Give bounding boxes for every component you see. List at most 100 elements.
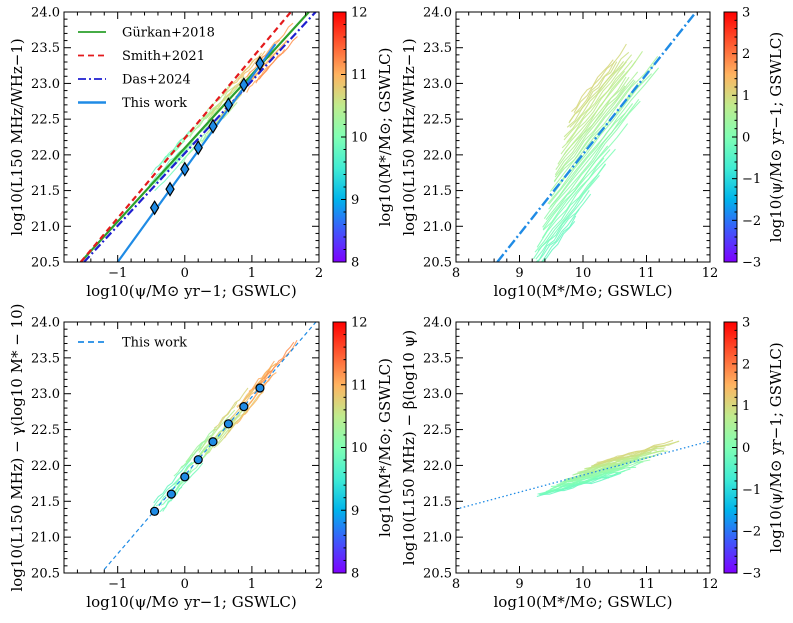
colorbar-tick-label: 8 (351, 256, 359, 271)
x-tick-label: 9 (515, 266, 523, 281)
colorbar-tick-label: 10 (351, 441, 368, 456)
density-contour (555, 76, 630, 171)
y-tick-label: 21.0 (31, 531, 60, 546)
data-marker (180, 472, 190, 482)
data-marker (239, 402, 249, 412)
data-marker (255, 55, 265, 72)
colorbar-tick-label: 10 (351, 131, 368, 146)
density-contour (541, 157, 605, 239)
data-marker (149, 200, 160, 216)
legend-label-this_work: This work (122, 336, 187, 351)
colorbar-tick-label: −1 (742, 172, 761, 187)
panel-bottom-right: 8 9 10 11 1220.521.021.522.022.523.023.524.0… (400, 316, 785, 612)
colorbar-tick-label: 0 (742, 441, 750, 456)
data-marker (165, 181, 175, 197)
density-contour (204, 414, 241, 456)
legend-label-smith: Smith+2021 (122, 49, 205, 64)
y-tick-label: 20.5 (423, 256, 452, 271)
density-contour (535, 189, 590, 260)
colorbar-tick-label: 1 (742, 89, 750, 104)
density-contour (554, 85, 626, 176)
y-tick-label: 22.5 (31, 113, 60, 128)
data-marker (223, 419, 234, 429)
x-tick-label: 1 (248, 577, 256, 592)
density-contour (548, 103, 634, 210)
y-tick-label: 21.0 (31, 220, 60, 235)
density-contour (541, 220, 576, 262)
x-tick-label: 11 (638, 577, 655, 592)
series-line-g-rkan-2018 (79, 12, 310, 262)
colorbar-tick-label: 12 (351, 316, 368, 331)
density-contour (563, 54, 633, 138)
y-tick-label: 22.0 (423, 148, 452, 163)
plot-frame (455, 321, 711, 574)
density-contour (148, 149, 183, 186)
y-tick-label: 21.5 (31, 184, 60, 199)
y-tick-label: 23.0 (31, 77, 60, 92)
data-marker (193, 455, 203, 465)
y-tick-label: 23.5 (31, 41, 60, 56)
colorbar-tick-label: −2 (742, 525, 761, 540)
plot-area (103, 322, 317, 570)
colorbar-tick-label: 8 (351, 567, 359, 582)
x-axis-label: log10(ψ/M⊙ yr−1; GSWLC) (86, 282, 296, 300)
colorbar-tick-label: 11 (351, 378, 368, 393)
density-contour (535, 193, 592, 262)
density-contour (198, 409, 236, 453)
y-tick-label: 20.5 (31, 567, 60, 582)
colorbar-tick-label: −3 (742, 256, 761, 271)
colorbar-tick-label: 9 (351, 193, 359, 208)
colorbar-tick-label: −1 (742, 483, 761, 498)
colorbar-tick-label: −3 (742, 567, 761, 582)
density-contour (248, 39, 288, 84)
y-tick-label: 24.0 (31, 6, 60, 21)
y-axis-label: log10(L150 MHz) − β(log10 ψ) (400, 330, 418, 565)
x-tick-label: 12 (702, 577, 719, 592)
density-contour (162, 462, 204, 512)
y-tick-label: 23.0 (423, 77, 452, 92)
colorbar-label: log10(M*/M⊙; GSWLC) (376, 358, 394, 537)
density-contour (258, 36, 298, 80)
density-contour (236, 390, 264, 425)
x-tick-label: 2 (315, 577, 323, 592)
y-tick-label: 20.5 (423, 567, 452, 582)
colorbar-tick-label: 3 (742, 6, 750, 21)
x-tick-label: 8 (452, 266, 460, 281)
colorbar-tick-label: 9 (351, 504, 359, 519)
y-axis-label: log10(L150 MHz) − γ(log10 M* − 10) (8, 303, 26, 591)
colorbar-label: log10(ψ/M⊙ yr−1; GSWLC) (767, 342, 785, 552)
density-contour (576, 458, 638, 475)
density-contour (248, 360, 275, 392)
density-contour (549, 112, 626, 208)
y-axis-label: log10(L150 MHz/WHz−1) (400, 38, 418, 236)
y-tick-label: 22.0 (31, 148, 60, 163)
colorbar-label: log10(ψ/M⊙ yr−1; GSWLC) (767, 32, 785, 242)
x-tick-label: 10 (575, 266, 592, 281)
panel-top-left: −1 0 1 220.521.021.522.022.523.023.524.0log… (8, 6, 394, 301)
density-contour (543, 98, 640, 220)
density-contour (153, 459, 192, 504)
y-tick-label: 23.5 (423, 41, 452, 56)
plot-area (496, 12, 697, 262)
y-tick-label: 20.5 (31, 256, 60, 271)
density-contour (263, 341, 295, 380)
x-tick-label: −1 (108, 266, 127, 281)
x-tick-label: 10 (575, 577, 592, 592)
x-tick-label: 9 (515, 577, 523, 592)
density-contour (232, 52, 263, 85)
y-tick-label: 22.5 (31, 423, 60, 438)
density-contour (206, 75, 245, 118)
density-contour (540, 215, 577, 262)
colorbar-label: log10(M*/M⊙; GSWLC) (376, 48, 394, 227)
x-tick-label: 0 (181, 266, 189, 281)
density-contour (534, 163, 606, 253)
density-contour (568, 61, 615, 123)
x-tick-label: 2 (315, 266, 323, 281)
y-tick-label: 24.0 (423, 6, 452, 21)
density-contour (537, 163, 607, 251)
y-tick-label: 21.5 (423, 184, 452, 199)
colorbar-tick-label: 11 (351, 68, 368, 83)
density-contour (238, 50, 266, 80)
density-contour (227, 391, 264, 432)
y-tick-label: 21.0 (423, 220, 452, 235)
